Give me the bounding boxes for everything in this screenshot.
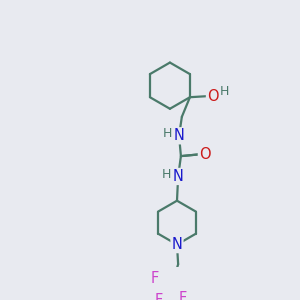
Text: F: F [179, 291, 188, 300]
Text: F: F [154, 293, 163, 300]
Text: H: H [162, 128, 172, 140]
Text: N: N [173, 169, 184, 184]
Text: N: N [174, 128, 184, 143]
Text: N: N [172, 237, 182, 252]
Text: O: O [199, 147, 211, 162]
Text: H: H [161, 168, 171, 181]
Text: O: O [207, 88, 219, 104]
Text: F: F [151, 271, 159, 286]
Text: H: H [220, 85, 229, 98]
